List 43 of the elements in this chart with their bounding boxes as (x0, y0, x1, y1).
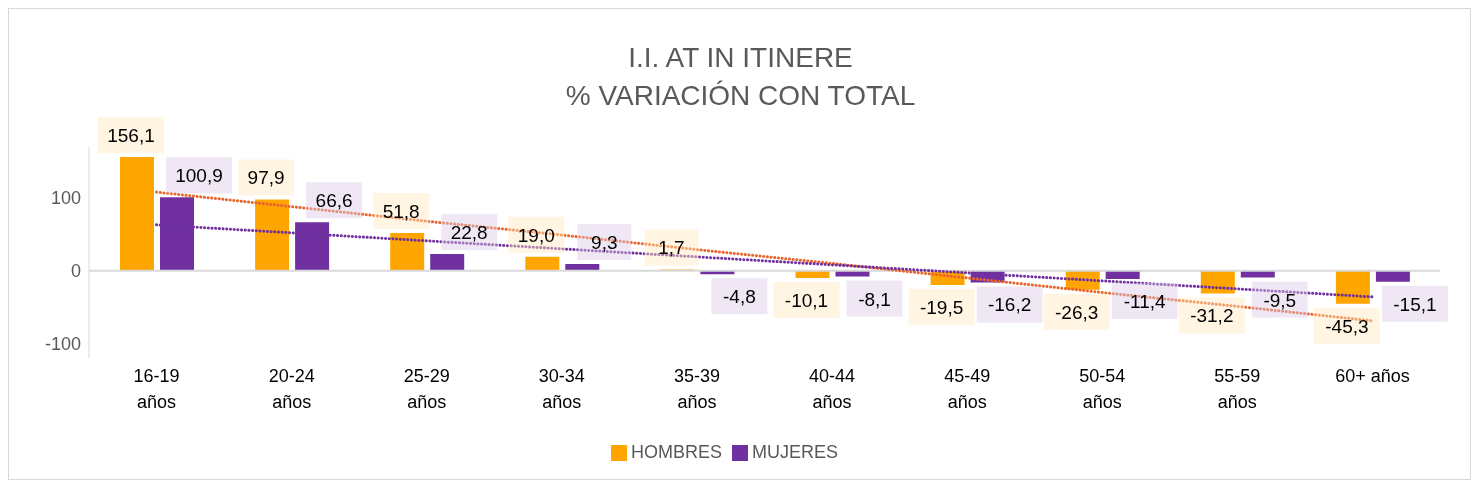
data-label: 9,3 (591, 231, 618, 253)
data-label: -4,8 (723, 286, 756, 308)
x-tick-label: 25-29 años (403, 366, 450, 412)
bar (1335, 270, 1370, 304)
data-label: 66,6 (315, 190, 353, 212)
data-label: -31,2 (1190, 305, 1234, 327)
data-label: -11,4 (1123, 290, 1167, 312)
y-tick-label: -100 (44, 333, 81, 354)
data-label: 100,9 (175, 165, 223, 187)
bar (1375, 270, 1410, 282)
data-label: 19,0 (517, 224, 555, 246)
data-label: -15,1 (1393, 293, 1437, 315)
data-label: -8,1 (858, 288, 891, 310)
x-tick-label: 30-34 años (538, 366, 585, 412)
data-label: 156,1 (107, 125, 155, 147)
data-label: -19,5 (919, 296, 964, 318)
bar (120, 157, 154, 271)
bar (525, 256, 560, 271)
data-label: 97,9 (247, 167, 285, 189)
x-tick-label: 40-44 años (809, 366, 856, 412)
data-label: 22,8 (450, 222, 488, 244)
data-label: -45,3 (1325, 315, 1369, 337)
data-label: -26,3 (1055, 301, 1099, 323)
data-label: -9,5 (1263, 289, 1297, 311)
chart-title: I.I. AT IN ITINERE % VARIACIÓN CON TOTAL (564, 41, 917, 113)
data-label: -10,1 (784, 290, 829, 312)
legend-label: HOMBRES (630, 442, 722, 462)
x-tick-label: 45-49 años (944, 366, 991, 412)
y-tick-label: 100 (50, 188, 81, 209)
data-label: 51,8 (382, 201, 420, 222)
x-tick-label: 16-19 años (133, 366, 180, 412)
bar (430, 254, 465, 271)
y-tick-label: 0 (70, 261, 81, 282)
data-label: 1,7 (658, 237, 685, 259)
bar (390, 233, 425, 271)
x-tick-label: 20-24 años (268, 366, 315, 412)
data-label: -16,2 (987, 294, 1032, 316)
x-tick-label: 60+ años (1335, 366, 1410, 386)
legend-label: MUJERES (752, 442, 839, 462)
x-tick-label: 55-59 años (1214, 366, 1261, 412)
x-tick-label: 35-39 años (673, 366, 720, 412)
bar (255, 199, 290, 271)
x-tick-label: 50-54 años (1079, 366, 1126, 412)
